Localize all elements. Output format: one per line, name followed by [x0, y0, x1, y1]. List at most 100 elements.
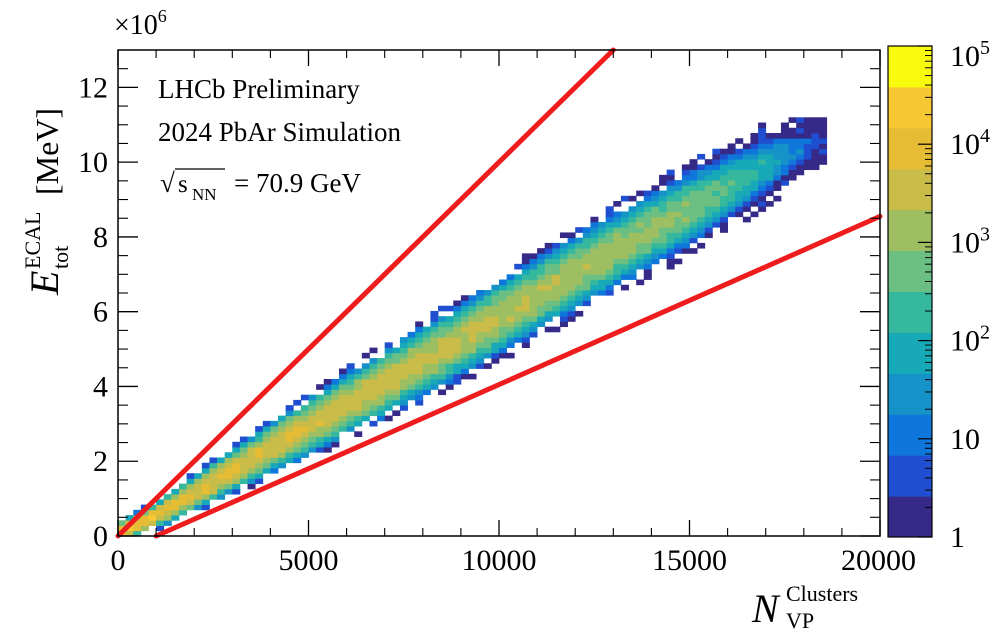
heatmap-cell [750, 138, 759, 144]
heatmap-cell [758, 153, 767, 160]
heatmap-cell [377, 378, 386, 385]
heatmap-cell [712, 153, 721, 160]
heatmap-cell [796, 148, 805, 155]
heatmap-cell [255, 452, 264, 458]
heatmap-cell [567, 242, 576, 249]
heatmap-cell [156, 504, 165, 511]
heatmap-cell [742, 216, 751, 223]
heatmap-cell [125, 530, 134, 537]
heatmap-cell [323, 447, 332, 453]
heatmap-cell [445, 373, 454, 380]
heatmap-cell [796, 169, 805, 176]
heatmap-cell [552, 253, 561, 259]
heatmap-cell [636, 248, 645, 254]
heatmap-cell [460, 373, 469, 380]
heatmap-cell [788, 159, 797, 165]
heatmap-cell [758, 195, 767, 202]
heatmap-cell [422, 389, 431, 396]
heatmap-cell [521, 305, 530, 312]
heatmap-cell [811, 159, 820, 165]
heatmap-cell [354, 410, 363, 417]
heatmap-cell [186, 499, 195, 505]
heatmap-cell [460, 342, 469, 348]
heatmap-cell [521, 263, 530, 270]
heatmap-cell [232, 473, 241, 479]
heatmap-cell [460, 337, 469, 343]
heatmap-cell [331, 399, 340, 406]
heatmap-cell [369, 373, 378, 380]
heatmap-cell [384, 368, 393, 375]
heatmap-cell [811, 138, 820, 144]
heatmap-cell [773, 159, 782, 165]
heatmap-cell [323, 384, 332, 390]
heatmap-cell [544, 305, 553, 312]
heatmap-cell [590, 242, 599, 249]
y-tick-label: 12 [78, 71, 108, 104]
heatmap-cell [537, 253, 546, 259]
heatmap-cell [407, 331, 416, 338]
heatmap-cell [483, 363, 492, 369]
heatmap-cell [239, 462, 248, 469]
heatmap-cell [285, 415, 294, 422]
heatmap-cell [742, 159, 751, 165]
heatmap-cell [361, 352, 370, 359]
heatmap-cell [811, 164, 820, 171]
annotation-simulation: 2024 PbAr Simulation [158, 117, 402, 147]
heatmap-cell [499, 310, 508, 317]
heatmap-cell [735, 190, 744, 197]
x-label-sup: Clusters [786, 581, 858, 606]
heatmap-cell [643, 237, 652, 244]
heatmap-cell [247, 447, 256, 453]
heatmap-cell [544, 248, 553, 254]
heatmap-cell [499, 279, 508, 286]
heatmap-cell [514, 321, 523, 328]
heatmap-cell [819, 159, 828, 165]
heatmap-cell [186, 494, 195, 500]
heatmap-cell [605, 211, 614, 218]
heatmap-cell [643, 248, 652, 254]
heatmap-cell [407, 384, 416, 390]
heatmap-cell [727, 185, 736, 191]
heatmap-cell [628, 206, 637, 212]
heatmap-cell [521, 326, 530, 333]
heatmap-cell [689, 159, 698, 165]
heatmap-cell [742, 201, 751, 207]
heatmap-cell [758, 127, 767, 134]
heatmap-cell [255, 467, 264, 474]
heatmap-cell [460, 326, 469, 333]
heatmap-cell [659, 174, 668, 181]
colorbar-tick-label: 105 [950, 37, 990, 73]
heatmap-cell [346, 389, 355, 396]
heatmap-cell [697, 169, 706, 176]
heatmap-cell [453, 337, 462, 343]
heatmap-cell [514, 295, 523, 301]
heatmap-cell [735, 201, 744, 207]
heatmap-cell [392, 399, 401, 406]
heatmap-cell [499, 316, 508, 322]
heatmap-cell [719, 180, 728, 186]
heatmap-cell [803, 143, 812, 150]
heatmap-cell [209, 483, 218, 490]
heatmap-cell [598, 253, 607, 259]
heatmap-cell [628, 227, 637, 233]
heatmap-cell [194, 504, 203, 511]
heatmap-cell [697, 206, 706, 212]
heatmap-cell [697, 242, 706, 249]
heatmap-cell [422, 352, 431, 359]
heatmap-cell [278, 431, 287, 437]
heatmap-cell [758, 190, 767, 197]
heatmap-cell [765, 132, 774, 139]
heatmap-cell [544, 284, 553, 291]
heatmap-cell [399, 368, 408, 375]
heatmap-cell [476, 358, 485, 364]
heatmap-cell [559, 258, 568, 265]
heatmap-cell [773, 148, 782, 155]
heatmap-cell [521, 274, 530, 280]
heatmap-cell [323, 436, 332, 443]
heatmap-cell [697, 185, 706, 191]
heatmap-cell [666, 201, 675, 207]
heatmap-cell [445, 326, 454, 333]
heatmap-cell [270, 431, 279, 437]
heatmap-cell [125, 515, 134, 521]
heatmap-cell [262, 457, 271, 464]
